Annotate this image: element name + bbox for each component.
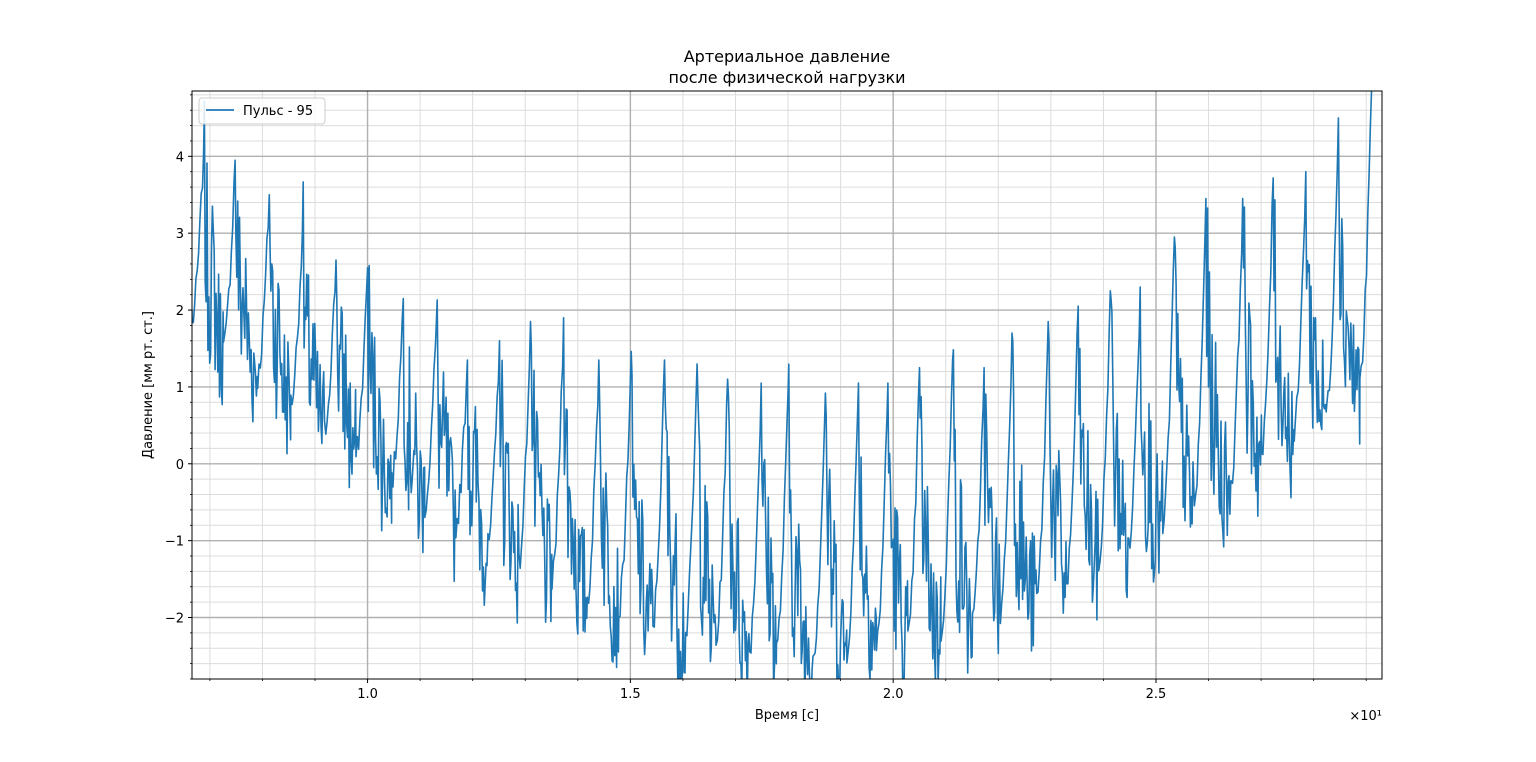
x-tick-label: 1.0	[357, 687, 378, 702]
plot-frame	[191, 90, 1383, 680]
x-tick-label: 2.5	[1146, 687, 1167, 702]
x-axis-offset-text: ×10¹	[1349, 709, 1382, 724]
chart-title-line2: после физической нагрузки	[668, 68, 905, 87]
series-line-pulse	[192, 91, 1373, 679]
legend-label: Пульс - 95	[243, 104, 313, 119]
legend-box	[198, 97, 326, 125]
y-tick-label: −2	[165, 612, 184, 627]
y-axis-label: Давление [мм рт. ст.]	[141, 311, 156, 459]
x-axis-label: Время [с]	[755, 708, 819, 723]
x-tick-label: 1.5	[620, 687, 641, 702]
y-tick-label: 2	[176, 304, 184, 319]
y-axis-ticks: −2 −1 0 1 2 3 4	[165, 94, 192, 680]
y-tick-label: 3	[176, 227, 184, 242]
y-tick-label: −1	[165, 535, 184, 550]
chart-title-line1: Артериальное давление	[684, 47, 891, 66]
y-tick-label: 4	[176, 150, 184, 165]
x-tick-label: 2.0	[883, 687, 904, 702]
y-tick-label: 0	[176, 458, 184, 473]
x-axis-ticks: 1.0 1.5 2.0 2.5	[209, 679, 1367, 702]
y-tick-label: 1	[176, 381, 184, 396]
legend: Пульс - 95	[198, 97, 326, 125]
